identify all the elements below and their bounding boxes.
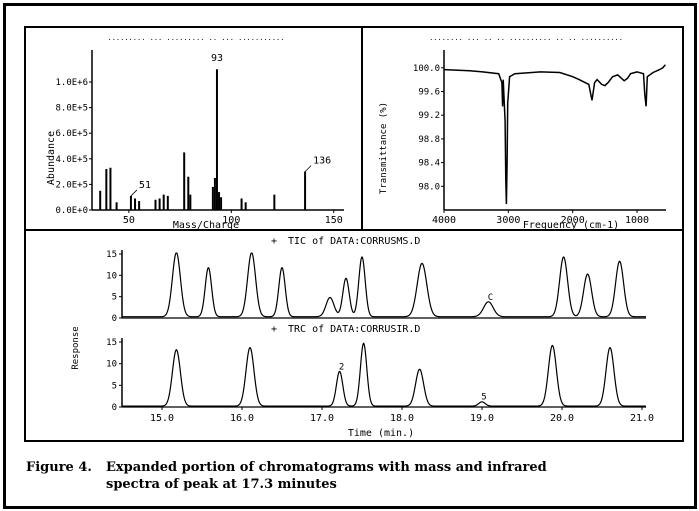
caption-label: Figure 4. xyxy=(26,460,92,475)
ir-header-text: ........ ... .. .. .......... .. .. ....… xyxy=(429,34,623,42)
ir-y-tick-label: 99.2 xyxy=(418,111,440,121)
chrom-peak-label: 2 xyxy=(339,362,344,372)
caption-text-2: spectra of peak at 17.3 minutes xyxy=(106,477,337,492)
caption-text-1: Expanded portion of chromatograms with m… xyxy=(106,460,547,475)
ms-x-tick-label: 50 xyxy=(123,215,135,226)
ir-y-tick-label: 99.6 xyxy=(418,87,440,97)
chrom-y-tick-label: 15 xyxy=(106,250,117,260)
chrom-y-tick-label: 5 xyxy=(112,293,117,303)
chrom-series-marker: + xyxy=(271,236,277,247)
chrom-y-tick-label: 0 xyxy=(112,314,117,324)
chrom-y-tick-label: 5 xyxy=(112,381,117,391)
ir-x-tick-label: 3000 xyxy=(496,215,520,226)
chrom-peak-label: C xyxy=(488,293,493,303)
ir-xlabel: Frequency (cm-1) xyxy=(523,220,619,231)
chrom-y-tick-label: 0 xyxy=(112,403,117,413)
ms-peak-label-leader xyxy=(304,165,312,172)
ir-y-tick-label: 100.0 xyxy=(413,64,440,74)
ms-y-tick-label: 0.0E+0 xyxy=(55,206,88,216)
chrom-series-marker: + xyxy=(271,324,277,335)
chrom-trace-line xyxy=(122,342,646,407)
ms-y-tick-label: 2.0E+5 xyxy=(55,180,88,190)
chrom-ylabel: Response xyxy=(71,326,81,369)
chrom-peak-label: 5 xyxy=(481,393,486,403)
caption-line-1: Figure 4. Expanded portion of chromatogra… xyxy=(26,459,666,476)
ms-xlabel: Mass/Charge xyxy=(173,220,239,231)
page-frame: ......... ... ......... .. ... .........… xyxy=(3,3,697,509)
chrom-x-tick-label: 19.0 xyxy=(470,413,494,424)
ms-peak-label: 51 xyxy=(139,180,151,191)
chrom-series-name: TRC of DATA:CORRUSIR.D xyxy=(288,324,420,335)
ms-header-text: ......... ... ......... .. ... .........… xyxy=(107,34,284,42)
ir-x-tick-label: 1000 xyxy=(625,215,649,226)
ms-plot-area: 0.0E+0 2.0E+5 4.0E+5 6.0E+5 8.0E+5 1.0E+6 50 10… xyxy=(55,50,344,226)
chrom-y-tick-label: 10 xyxy=(106,360,117,370)
ms-peak-label: 93 xyxy=(211,53,223,64)
ir-x-tick-label: 2000 xyxy=(561,215,585,226)
ir-ylabel: Transmittance (%) xyxy=(379,102,389,194)
ms-peak-label-leader xyxy=(130,189,138,197)
ms-x-tick-label: 100 xyxy=(222,215,240,226)
chrom-plot-area: 0 5 10 15 + TIC of DATA:CORRUSMS.D C 0 5 10 15 + TRC… xyxy=(106,236,654,424)
ms-x-tick-label: 150 xyxy=(325,215,343,226)
figure-caption: Figure 4. Expanded portion of chromatogra… xyxy=(26,459,666,493)
figure-box: ......... ... ......... .. ... .........… xyxy=(24,26,684,442)
chrom-y-tick-label: 10 xyxy=(106,271,117,281)
chrom-y-tick-label: 15 xyxy=(106,338,117,348)
ir-y-tick-label: 98.4 xyxy=(418,159,440,169)
ir-spectrum-line xyxy=(443,64,666,205)
chrom-x-tick-label: 15.0 xyxy=(150,413,174,424)
chrom-x-tick-label: 21.0 xyxy=(630,413,654,424)
chrom-x-tick-label: 17.0 xyxy=(310,413,334,424)
ms-y-tick-label: 4.0E+5 xyxy=(55,155,88,165)
ir-plot-area: 98.0 98.4 98.8 99.2 99.6 100.0 4000 3000 2000 100… xyxy=(413,50,666,226)
figure-svg: ......... ... ......... .. ... .........… xyxy=(26,28,682,439)
ms-ylabel: Abundance xyxy=(46,131,57,185)
ir-y-tick-label: 98.8 xyxy=(418,135,440,145)
chrom-trace-line xyxy=(122,252,646,318)
ms-peak-label: 136 xyxy=(313,156,331,167)
chrom-x-tick-label: 16.0 xyxy=(230,413,254,424)
chrom-x-tick-label: 18.0 xyxy=(390,413,414,424)
chrom-series-name: TIC of DATA:CORRUSMS.D xyxy=(288,236,420,247)
chrom-xlabel: Time (min.) xyxy=(348,428,414,439)
chrom-x-tick-label: 20.0 xyxy=(550,413,574,424)
ms-y-tick-label: 6.0E+5 xyxy=(55,129,88,139)
mass-spectrum-panel: ......... ... ......... .. ... .........… xyxy=(46,34,344,231)
ir-spectrum-panel: ........ ... .. .. .......... .. .. ....… xyxy=(379,34,666,231)
chromatogram-panel: Response Time (min.) 0 5 10 15 + TIC of DATA:… xyxy=(71,236,654,439)
ms-y-tick-label: 1.0E+6 xyxy=(55,78,88,88)
ir-x-tick-label: 4000 xyxy=(432,215,456,226)
ms-y-tick-label: 8.0E+5 xyxy=(55,104,88,114)
ir-y-tick-label: 98.0 xyxy=(418,182,440,192)
